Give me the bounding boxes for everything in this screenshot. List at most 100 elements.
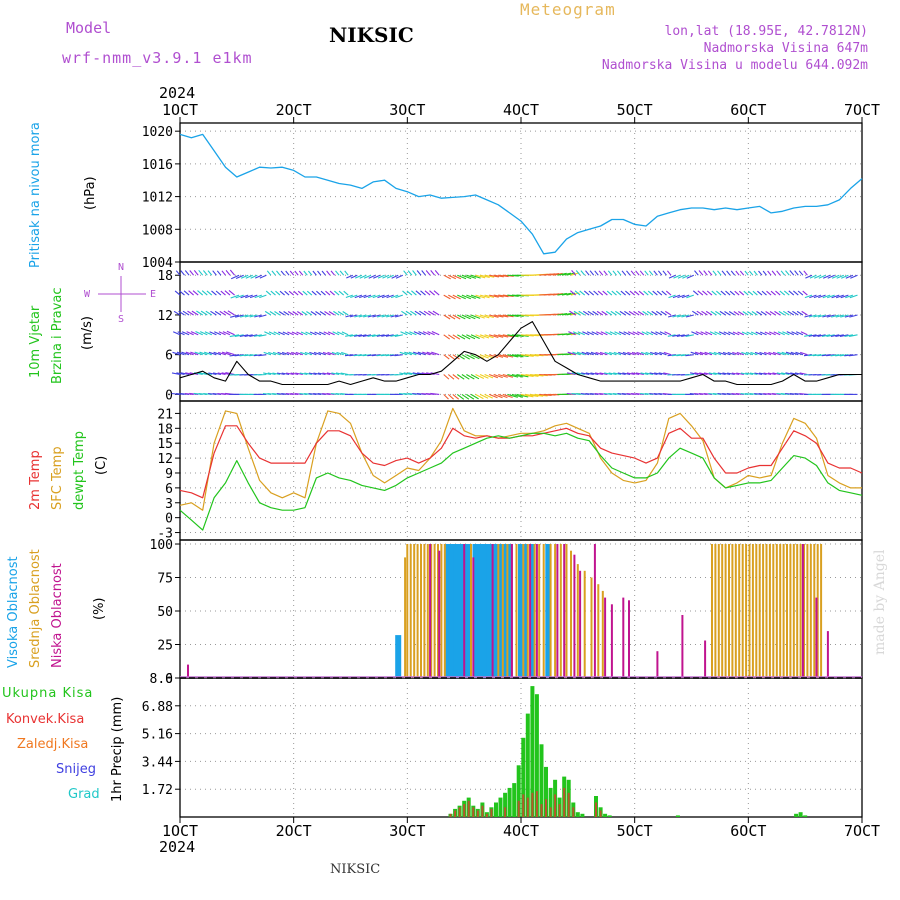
wind-vector (583, 290, 590, 296)
wind-vector (208, 372, 217, 376)
wind-vector (479, 294, 490, 299)
y-tick-label: 3.44 (142, 755, 173, 770)
wind-vector (594, 372, 603, 376)
wind-vector (265, 290, 272, 296)
wind-vector (602, 290, 608, 296)
wind-vector (594, 270, 599, 276)
sfc-temp-line (179, 407, 862, 511)
wind-vector (400, 331, 408, 336)
wind-vector (729, 290, 736, 296)
wind-vector (475, 393, 484, 400)
precip-bar (481, 805, 484, 817)
wind-vector (488, 393, 498, 399)
wind-vector (346, 274, 354, 279)
wind-vector (308, 372, 317, 376)
wind-vector (502, 393, 513, 399)
wind-vector (702, 290, 708, 296)
cloud-bar (510, 544, 513, 678)
cloud-bar (779, 544, 782, 678)
wind-vector (484, 314, 494, 319)
wind-vector (466, 334, 476, 340)
wind-dir-e: E (150, 289, 157, 300)
wind-vector (628, 310, 635, 316)
meteogram-label: Meteogram (520, 0, 616, 19)
wind-vector (284, 290, 290, 296)
wind-vector (739, 270, 745, 276)
wind-vector (557, 313, 568, 316)
x-tick-label-bottom: 3OCT (389, 822, 425, 840)
wind-vector (571, 270, 577, 276)
wind-vector (429, 290, 435, 296)
cloud-bar (472, 557, 475, 678)
wind-vector (511, 373, 524, 378)
wind-vector (303, 270, 308, 276)
wind-vector (759, 351, 767, 356)
wind-vector (189, 270, 195, 276)
cloud-bar (438, 550, 441, 678)
wind-vector (184, 270, 190, 276)
wind-vector (326, 270, 331, 276)
wind-vector (525, 393, 539, 398)
wind-vector (507, 334, 519, 338)
wind-vector (263, 372, 272, 376)
wind-vector (484, 373, 494, 379)
wind-vector (603, 270, 608, 276)
wind-vector (294, 270, 299, 276)
wind-vector (227, 310, 235, 316)
wind-vector (427, 331, 435, 336)
wind-vector (415, 290, 422, 296)
wind-vector (239, 334, 249, 337)
wind-vector (277, 351, 285, 356)
wind-vector (304, 351, 313, 356)
wind-vector (377, 294, 385, 299)
wind-vector (240, 274, 249, 279)
wind-vector (498, 334, 509, 338)
wind-vector (336, 351, 344, 356)
precip-bar (531, 792, 534, 817)
temp-unit: (C) (94, 455, 109, 475)
precip-bar (572, 807, 575, 817)
wind-vector (676, 334, 685, 337)
wind-vector (797, 290, 804, 296)
cloud-bar (497, 544, 504, 678)
wind-vector (394, 314, 403, 318)
cloud-bar (488, 544, 495, 678)
wind-vector (208, 351, 217, 356)
wind-vector (475, 334, 485, 339)
cloud-bar (522, 544, 525, 678)
wind-vector (452, 294, 461, 300)
wind-vector (625, 290, 631, 296)
wind-vector (235, 294, 244, 299)
wind-vector (755, 331, 763, 336)
cloud-bar (714, 544, 717, 678)
wind-vector (502, 354, 514, 358)
wind-vector (709, 331, 717, 336)
wind-vector (741, 351, 749, 356)
wind-vector (249, 294, 258, 299)
wind-vector (493, 334, 504, 338)
wind-vector (766, 290, 772, 296)
wind-vector (278, 331, 285, 336)
wind-vector (586, 351, 594, 356)
wind-vector (399, 372, 408, 376)
precip-bar (544, 766, 548, 817)
cloud-bar (518, 544, 524, 678)
cloud-bar (416, 544, 419, 678)
y-tick-label: 5.16 (142, 728, 173, 743)
wind-vector (568, 331, 576, 336)
precip-bar (675, 815, 680, 817)
wind-vector (750, 351, 758, 356)
wind-vector (788, 290, 795, 296)
wind-vector (794, 372, 804, 376)
wind-vector (663, 351, 672, 356)
cloud-bar (758, 544, 761, 678)
x-tick-label-bottom: 4OCT (503, 822, 539, 840)
wind-vector (394, 334, 403, 337)
wind-ylabel-1: 10m Vjetar (28, 305, 43, 378)
wind-vector (718, 331, 726, 336)
wind-vector (466, 314, 476, 320)
wind-vector (412, 270, 417, 276)
y-tick-label: 6.88 (142, 700, 173, 715)
precip-bar (558, 804, 561, 817)
wind-vector (643, 290, 649, 296)
